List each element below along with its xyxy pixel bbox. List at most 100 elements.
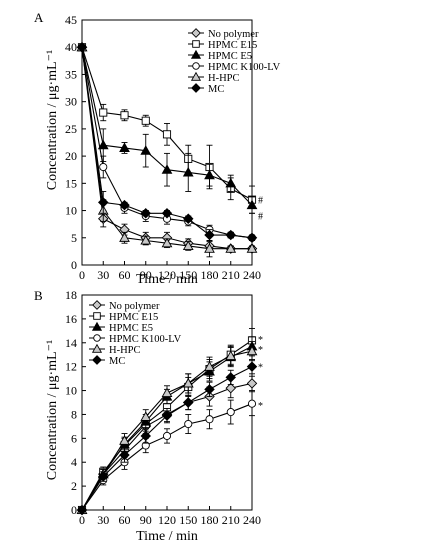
plot-area-b: 0 30 60 90 120 150 180 210 240 0 2 4 6 8 10 12 14 16 18 No …	[65, 288, 263, 527]
data-point-a	[141, 116, 150, 125]
data-point-a	[120, 111, 129, 120]
x-tick-label-a: 240	[243, 268, 261, 282]
data-point-a	[225, 177, 237, 188]
y-tick-label-a: 20	[65, 149, 77, 163]
x-tick-label-a: 150	[179, 268, 197, 282]
plot-area-a: 0 30 60 90 120 150 180 210 240 0 5 10 15 20 25 30 35 40 45…	[65, 13, 281, 282]
y-tick-label-b: 10	[65, 384, 77, 398]
series-a-4	[76, 41, 258, 258]
y-tick-label-a: 45	[65, 13, 77, 27]
data-point-a	[99, 108, 108, 117]
data-point-b	[161, 387, 173, 397]
y-axis-label-b: Concentration / μg·mL⁻¹	[45, 340, 60, 480]
data-point-a	[161, 237, 173, 248]
panel-letter-a: A	[34, 10, 44, 25]
legend-marker-b	[91, 321, 103, 331]
data-point-a	[204, 229, 215, 241]
y-tick-label-a: 15	[65, 176, 77, 190]
x-tick-label-a: 30	[97, 268, 109, 282]
x-tick-label-a: 210	[222, 268, 240, 282]
legend-marker-a	[192, 62, 200, 70]
legend-label-b: H-HPC	[109, 345, 141, 356]
y-tick-label-a: 10	[65, 204, 77, 218]
legend-label-a: HPMC K100-LV	[208, 62, 281, 73]
data-point-b	[140, 411, 152, 421]
data-point-b	[119, 449, 130, 461]
significance-mark-a: #	[258, 211, 263, 222]
data-point-a	[225, 243, 237, 253]
data-point-b	[226, 408, 235, 417]
x-tick-label-a: 0	[79, 268, 85, 282]
data-point-a	[76, 41, 88, 53]
series-line-b	[81, 339, 253, 511]
y-tick-label-b: 0	[71, 503, 77, 517]
significance-mark-b: *	[258, 335, 263, 346]
data-point-b	[246, 378, 258, 389]
legend-marker-b	[91, 343, 103, 353]
data-point-b	[225, 382, 236, 394]
data-point-b	[161, 410, 173, 421]
data-point-a	[119, 142, 130, 152]
y-tick-label-a: 5	[71, 231, 77, 245]
legend-label-a: No polymer	[208, 29, 259, 40]
series-b-2	[76, 336, 258, 515]
x-tick-label-b: 60	[119, 513, 131, 527]
x-tick-label-b: 180	[201, 513, 219, 527]
significance-mark-b: *	[258, 363, 263, 374]
data-point-b	[225, 372, 236, 383]
y-tick-label-a: 35	[65, 67, 77, 81]
x-tick-label-b: 30	[97, 513, 109, 527]
data-point-a	[246, 199, 258, 210]
x-tick-label-b: 0	[79, 513, 85, 527]
data-point-b	[246, 345, 258, 356]
series-b-5	[76, 359, 258, 516]
y-tick-label-b: 4	[71, 455, 77, 469]
series-a-2	[76, 41, 258, 214]
panel-letter-b: B	[34, 288, 43, 303]
legend-label-a: H-HPC	[208, 73, 240, 84]
data-point-a	[182, 166, 194, 177]
x-tick-label-a: 60	[119, 268, 131, 282]
x-tick-label-a: 90	[140, 268, 152, 282]
y-tick-label-b: 18	[65, 288, 77, 302]
x-tick-label-a: 120	[158, 268, 176, 282]
y-tick-label-b: 12	[65, 360, 77, 374]
x-tick-label-b: 120	[158, 513, 176, 527]
data-point-b	[184, 419, 193, 429]
x-tick-label-b: 210	[222, 513, 240, 527]
y-tick-label-b: 16	[65, 312, 77, 326]
legend-marker-b	[93, 334, 101, 342]
data-point-a	[225, 229, 236, 241]
legend-marker-a	[190, 49, 202, 59]
x-tick-label-b: 150	[179, 513, 197, 527]
data-point-a	[119, 199, 130, 211]
data-point-b	[247, 399, 257, 408]
data-point-b	[246, 361, 258, 372]
data-point-a	[204, 243, 215, 253]
data-point-a	[204, 169, 215, 180]
significance-mark-a: #	[258, 196, 263, 207]
legend-label-b: No polymer	[109, 301, 160, 312]
data-point-a	[97, 139, 109, 150]
y-tick-label-b: 2	[71, 479, 77, 493]
x-axis-label-a: Time / min	[136, 272, 198, 287]
legend-label-b: MC	[109, 356, 125, 367]
legend-label-b: HPMC E15	[109, 312, 158, 323]
series-b-4	[76, 341, 258, 515]
data-point-b	[204, 361, 215, 371]
data-point-a	[119, 232, 130, 242]
x-axis-label-b: Time / min	[136, 529, 198, 544]
data-point-b	[140, 430, 151, 442]
data-point-a	[161, 208, 173, 219]
data-point-a	[98, 197, 109, 208]
legend-label-b: HPMC E5	[109, 323, 153, 334]
panel-b: B Concentration / μg·mL⁻¹ Time / min 0 30…	[34, 288, 263, 544]
data-point-b	[204, 384, 215, 395]
panel-a: A Concentration / μg·mL⁻¹ Time / min 0 30…	[34, 10, 281, 287]
data-point-b	[76, 504, 88, 516]
legend-label-a: MC	[208, 84, 224, 95]
x-tick-label-b: 240	[243, 513, 261, 527]
significance-mark-b: *	[258, 401, 263, 412]
